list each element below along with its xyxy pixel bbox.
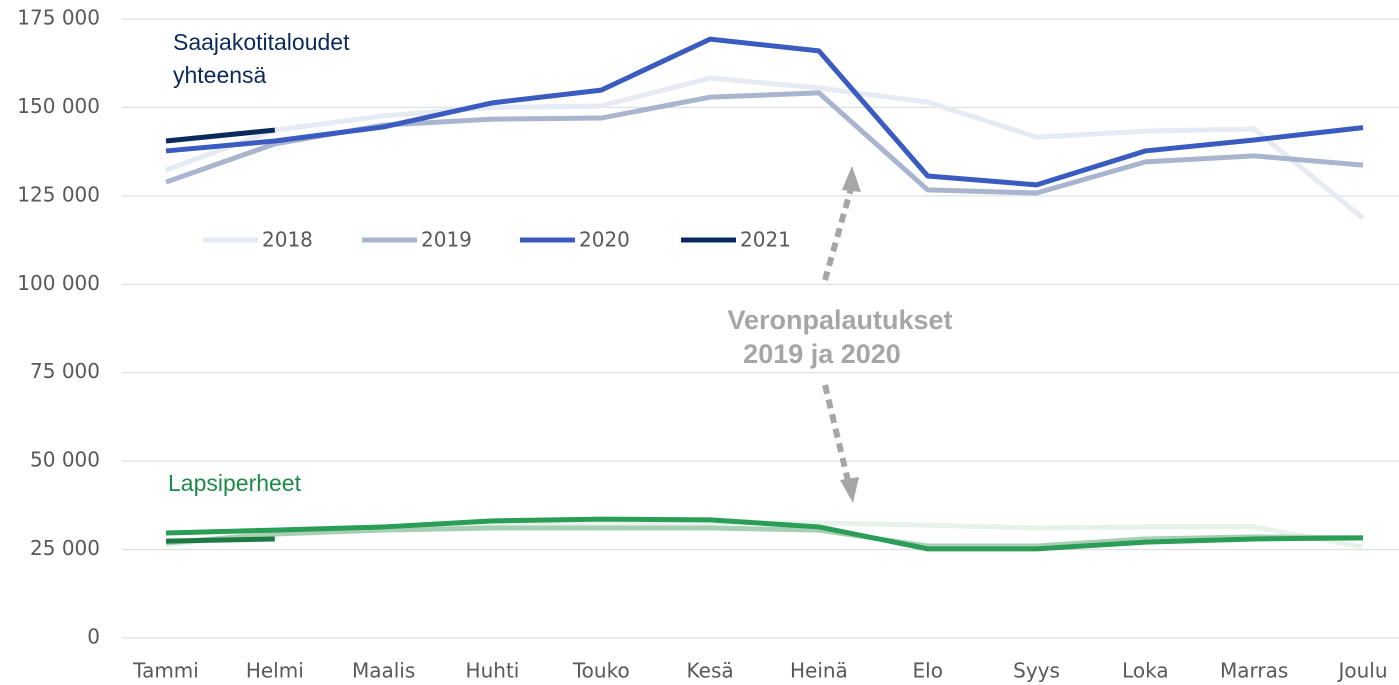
group-label: Lapsiperheet — [168, 470, 302, 496]
x-tick-label: Kesä — [687, 659, 734, 683]
legend-label: 2020 — [579, 228, 630, 252]
y-tick-label: 175 000 — [17, 6, 100, 30]
series-line — [165, 90, 1364, 196]
y-tick-label: 100 000 — [17, 271, 100, 295]
group-label: Saajakotitaloudet — [173, 29, 350, 55]
y-tick-label: 150 000 — [17, 94, 100, 118]
annotation: Veronpalautukset — [727, 305, 952, 335]
x-tick-label: Syys — [1013, 659, 1060, 683]
x-tick-label: Heinä — [790, 659, 848, 683]
legend-label: 2019 — [421, 228, 472, 252]
group-label: yhteensä — [173, 62, 267, 88]
x-tick-label: Helmi — [246, 659, 304, 683]
arrow-down — [822, 384, 852, 486]
y-tick-label: 25 000 — [30, 536, 100, 560]
y-tick-label: 50 000 — [30, 448, 100, 472]
x-tick-label: Huhti — [466, 659, 520, 683]
x-tick-label: Touko — [572, 659, 630, 683]
y-tick-label: 125 000 — [17, 182, 100, 206]
series-line — [165, 36, 1364, 188]
legend-label: 2018 — [262, 228, 313, 252]
arrow-up — [822, 184, 855, 281]
x-tick-label: Joulu — [1336, 659, 1387, 683]
annotation: 2019 ja 2020 — [743, 339, 901, 369]
y-tick-label: 0 — [87, 625, 100, 649]
series-line — [165, 516, 1364, 552]
x-tick-label: Marras — [1220, 659, 1288, 683]
x-tick-label: Elo — [913, 659, 943, 683]
series-line — [165, 525, 1364, 549]
series-line — [165, 127, 276, 144]
arrowhead — [840, 477, 859, 503]
legend-label: 2021 — [740, 228, 791, 252]
y-tick-label: 75 000 — [30, 359, 100, 383]
arrows — [822, 184, 855, 486]
series-line — [165, 536, 275, 544]
x-tick-label: Loka — [1122, 659, 1169, 683]
series-line — [165, 75, 1365, 221]
x-tick-label: Maalis — [352, 659, 415, 683]
x-tick-label: Tammi — [132, 659, 199, 683]
arrowhead — [842, 166, 861, 192]
